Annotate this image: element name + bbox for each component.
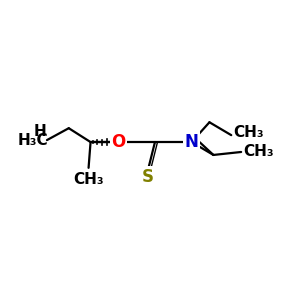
Text: CH₃: CH₃	[73, 172, 104, 187]
Text: S: S	[142, 168, 154, 186]
Text: H₃C: H₃C	[17, 133, 48, 148]
Text: CH₃: CH₃	[243, 145, 274, 160]
Text: H: H	[33, 124, 46, 139]
Text: CH₃: CH₃	[233, 125, 264, 140]
Text: N: N	[185, 133, 199, 151]
Text: O: O	[111, 133, 125, 151]
